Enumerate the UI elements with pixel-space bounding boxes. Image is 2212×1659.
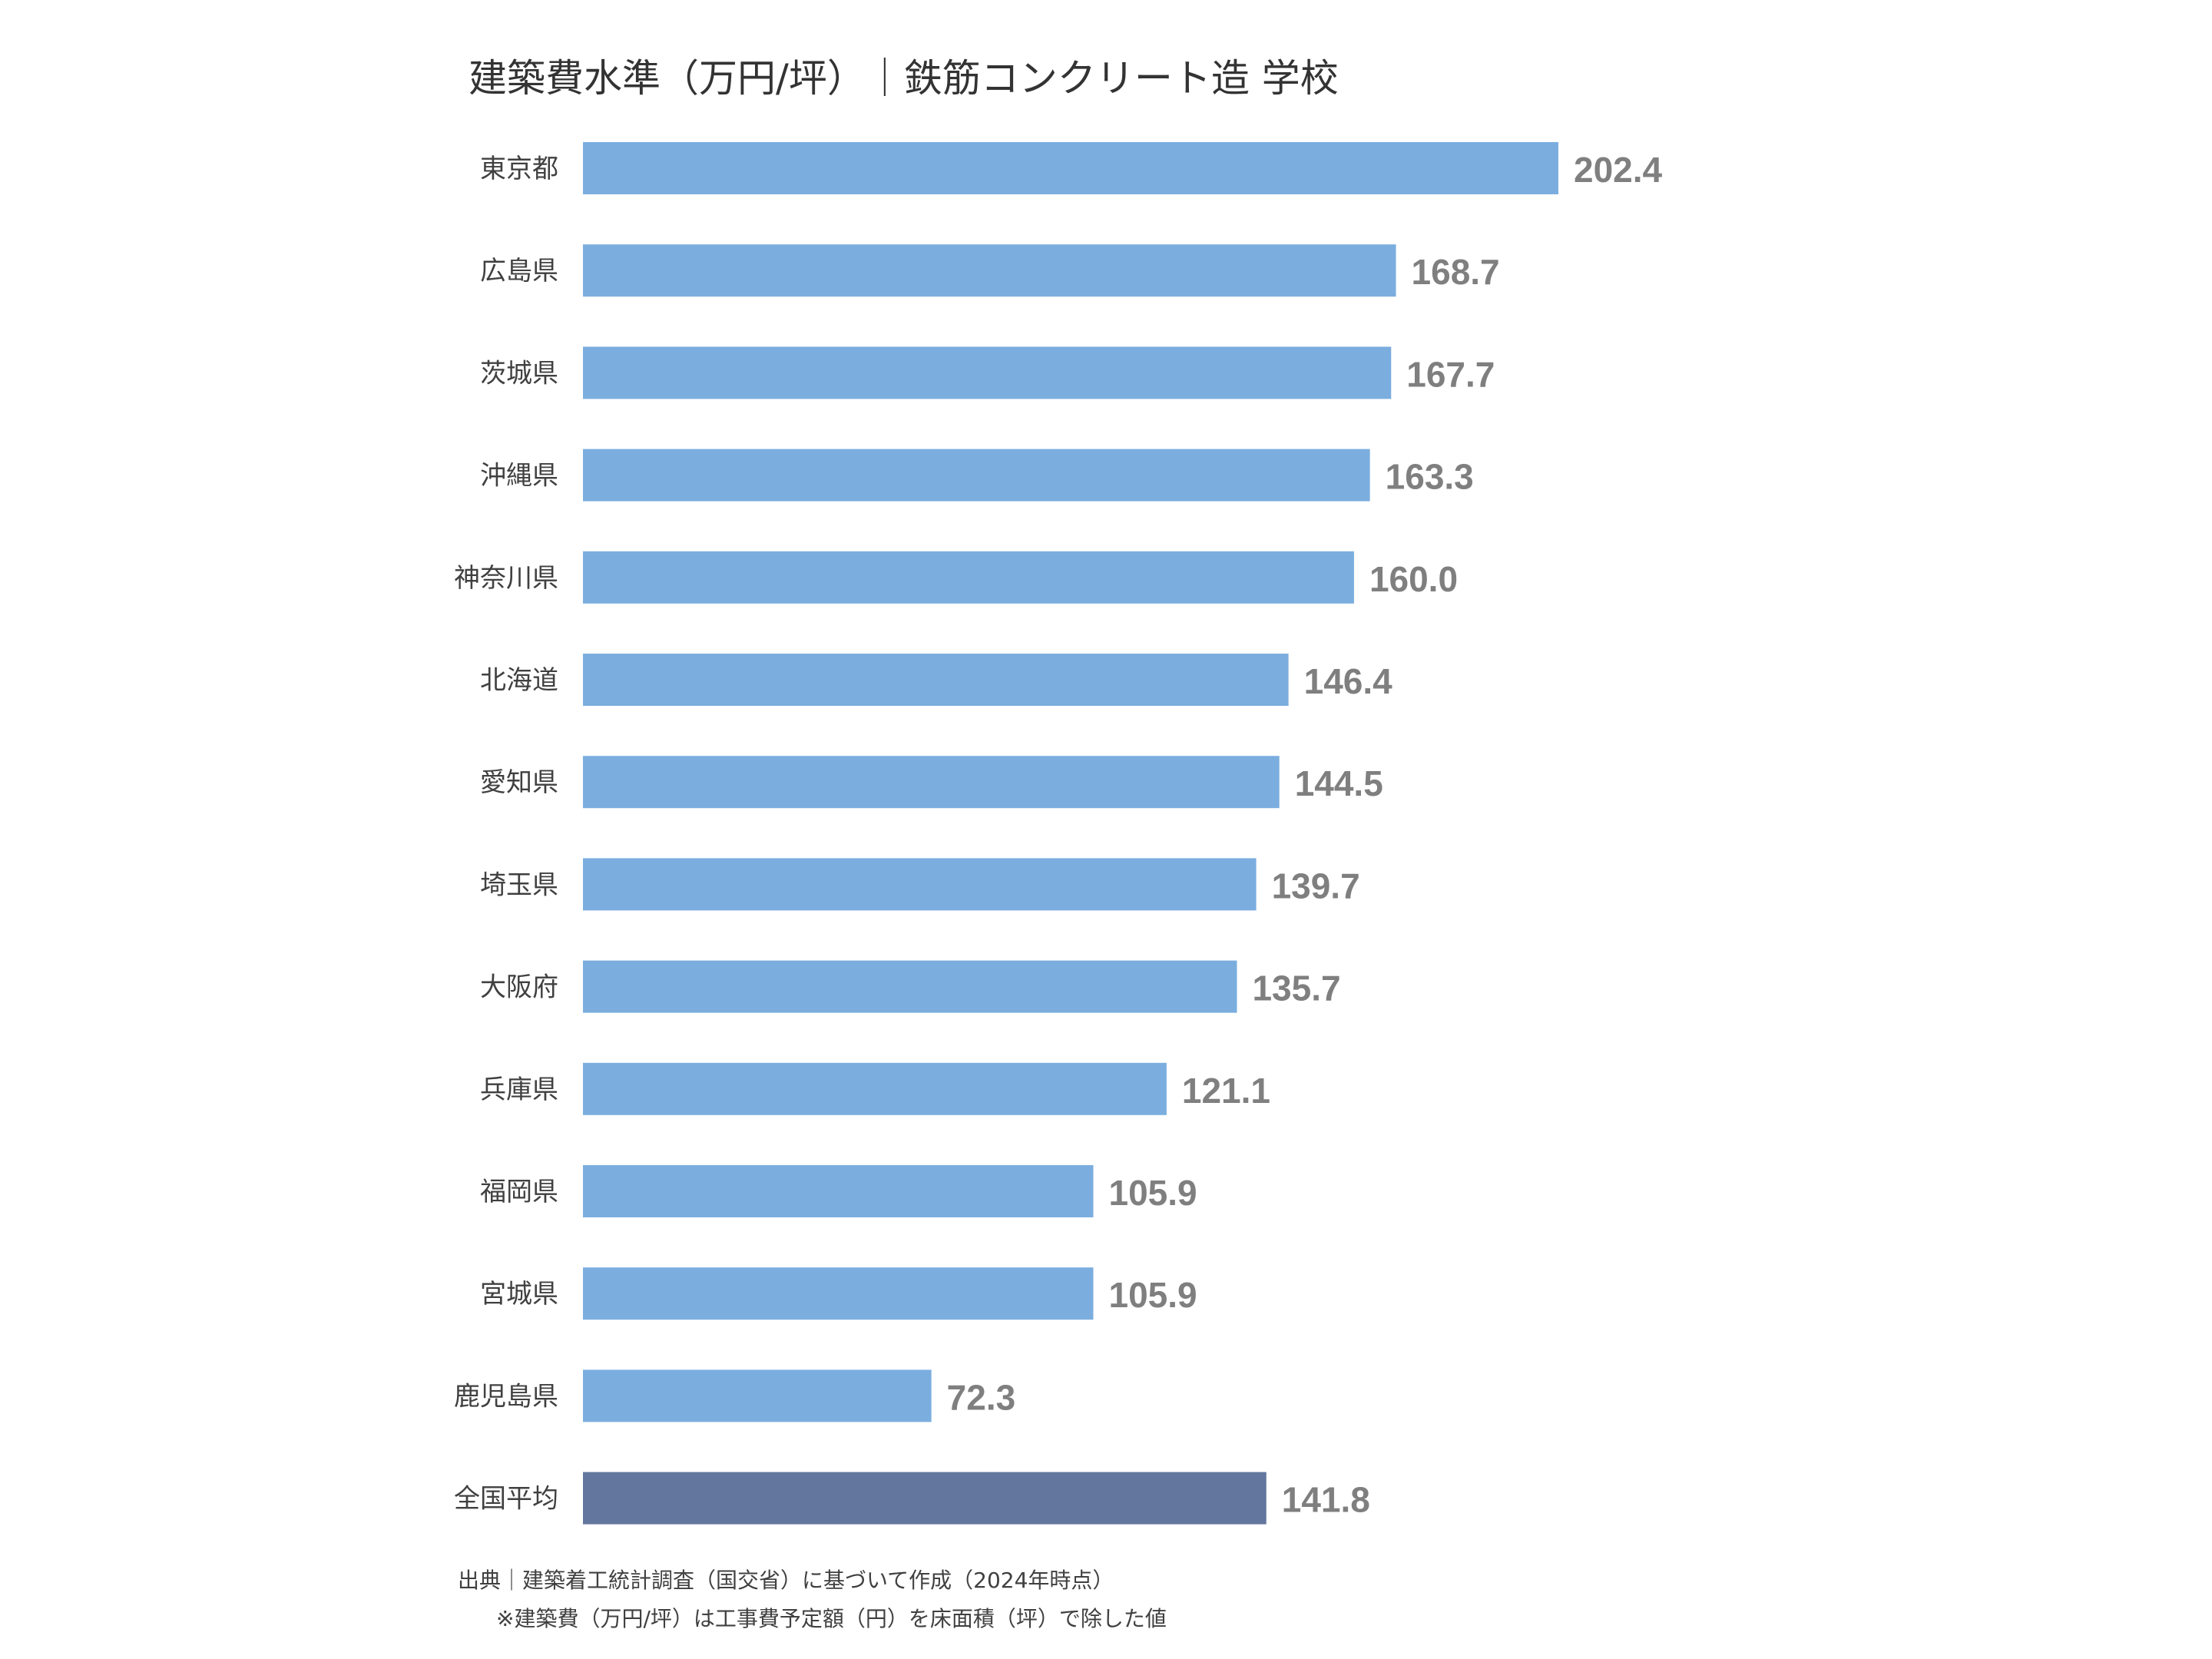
bar	[583, 1369, 932, 1422]
bar	[583, 756, 1280, 809]
bar	[583, 449, 1370, 502]
remark-note: ※建築費（万円/坪）は工事費予定額（円）を床面積（坪）で除した値	[496, 1606, 1167, 1631]
value-label: 168.7	[1412, 252, 1500, 292]
category-label: 福岡県	[480, 1177, 558, 1207]
category-label: 大阪府	[480, 972, 558, 1003]
bar	[583, 346, 1392, 399]
category-label: 兵庫県	[480, 1075, 558, 1105]
value-label: 72.3	[947, 1377, 1016, 1417]
value-label: 202.4	[1574, 150, 1663, 190]
category-label: 北海道	[480, 665, 558, 696]
category-label: 沖縄県	[480, 461, 558, 492]
bar	[583, 142, 1558, 194]
bar	[583, 1165, 1094, 1217]
category-label: 神奈川県	[454, 563, 558, 594]
category-label: 広島県	[480, 256, 558, 286]
bar	[583, 1062, 1167, 1115]
category-label: 埼玉県	[480, 869, 558, 900]
source-note: 出典｜建築着工統計調査（国交省）に基づいて作成（2024年時点）	[458, 1568, 1114, 1593]
value-label: 163.3	[1386, 457, 1474, 497]
chart-title: 建築費水準（万円/坪）｜鉄筋コンクリート造 学校	[469, 56, 1339, 101]
category-label: 全国平均	[454, 1484, 558, 1515]
bar	[583, 654, 1289, 706]
value-label: 135.7	[1252, 969, 1340, 1008]
bar	[583, 858, 1257, 911]
category-label: 宮城県	[480, 1279, 558, 1310]
value-label: 144.5	[1295, 763, 1383, 803]
value-label: 121.1	[1182, 1071, 1270, 1111]
bar	[583, 244, 1396, 297]
value-label: 105.9	[1108, 1173, 1197, 1213]
category-label: 愛知県	[480, 767, 558, 798]
category-label: 鹿児島県	[454, 1381, 558, 1412]
bar	[583, 960, 1237, 1013]
value-label: 167.7	[1406, 354, 1495, 394]
bar	[583, 1267, 1094, 1320]
bar	[583, 1472, 1267, 1525]
value-label: 139.7	[1272, 866, 1360, 906]
value-label: 141.8	[1282, 1480, 1370, 1520]
value-label: 105.9	[1108, 1275, 1197, 1315]
bar	[583, 551, 1354, 604]
value-label: 160.0	[1369, 559, 1458, 599]
category-label: 東京都	[480, 154, 558, 184]
value-label: 146.4	[1304, 661, 1393, 701]
category-label: 茨城県	[480, 358, 558, 389]
